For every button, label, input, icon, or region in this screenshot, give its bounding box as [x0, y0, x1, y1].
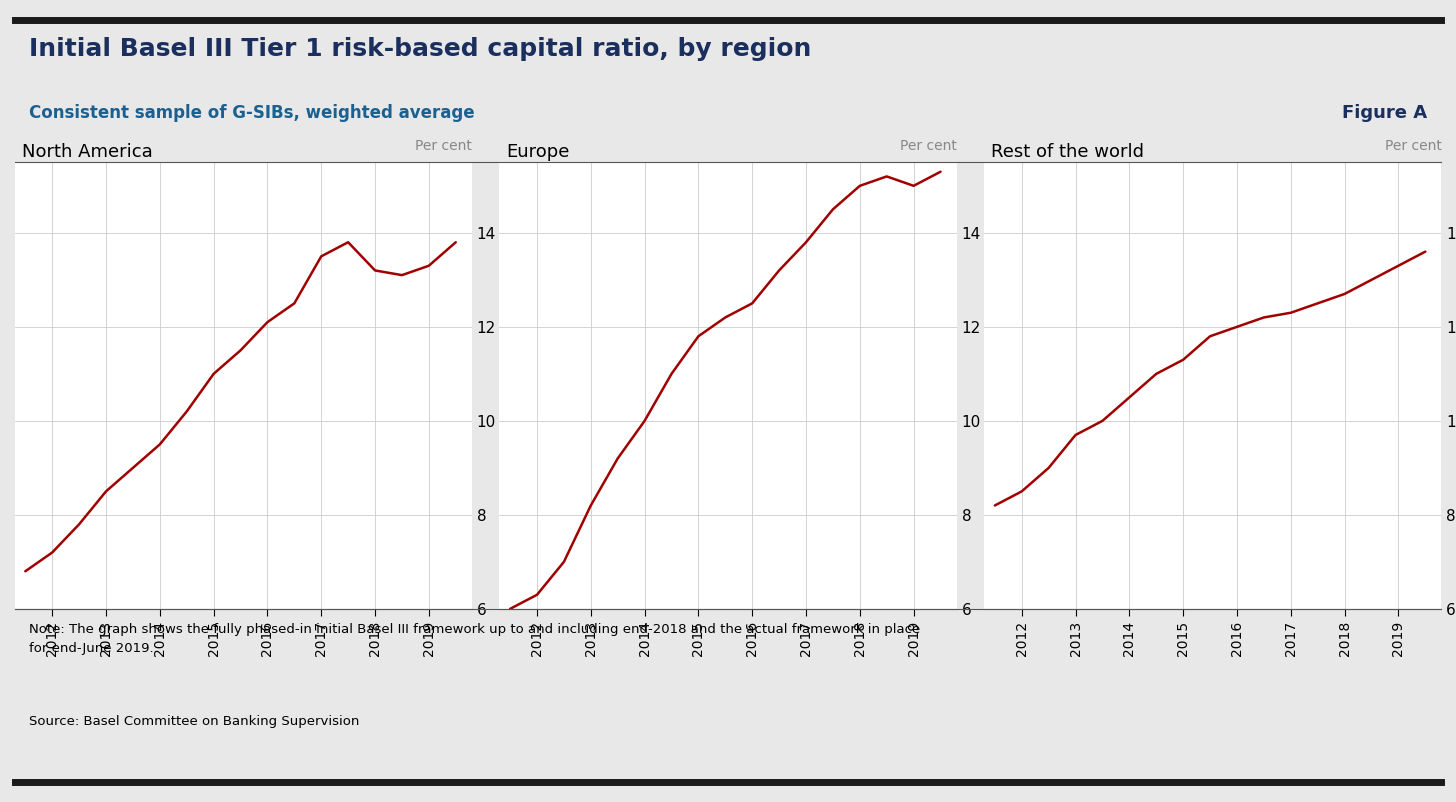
Text: Per cent: Per cent — [900, 140, 957, 153]
Text: Per cent: Per cent — [1385, 140, 1441, 153]
Text: Europe: Europe — [507, 143, 569, 160]
Text: Note: The graph shows the fully phased-in initial Basel III framework up to and : Note: The graph shows the fully phased-i… — [29, 623, 920, 655]
Text: Figure A: Figure A — [1342, 103, 1427, 122]
Text: North America: North America — [22, 143, 153, 160]
Text: Rest of the world: Rest of the world — [992, 143, 1144, 160]
Text: Consistent sample of G-SIBs, weighted average: Consistent sample of G-SIBs, weighted av… — [29, 103, 475, 122]
Text: Source: Basel Committee on Banking Supervision: Source: Basel Committee on Banking Super… — [29, 715, 360, 728]
Text: Per cent: Per cent — [415, 140, 472, 153]
Text: Initial Basel III Tier 1 risk-based capital ratio, by region: Initial Basel III Tier 1 risk-based capi… — [29, 37, 811, 61]
